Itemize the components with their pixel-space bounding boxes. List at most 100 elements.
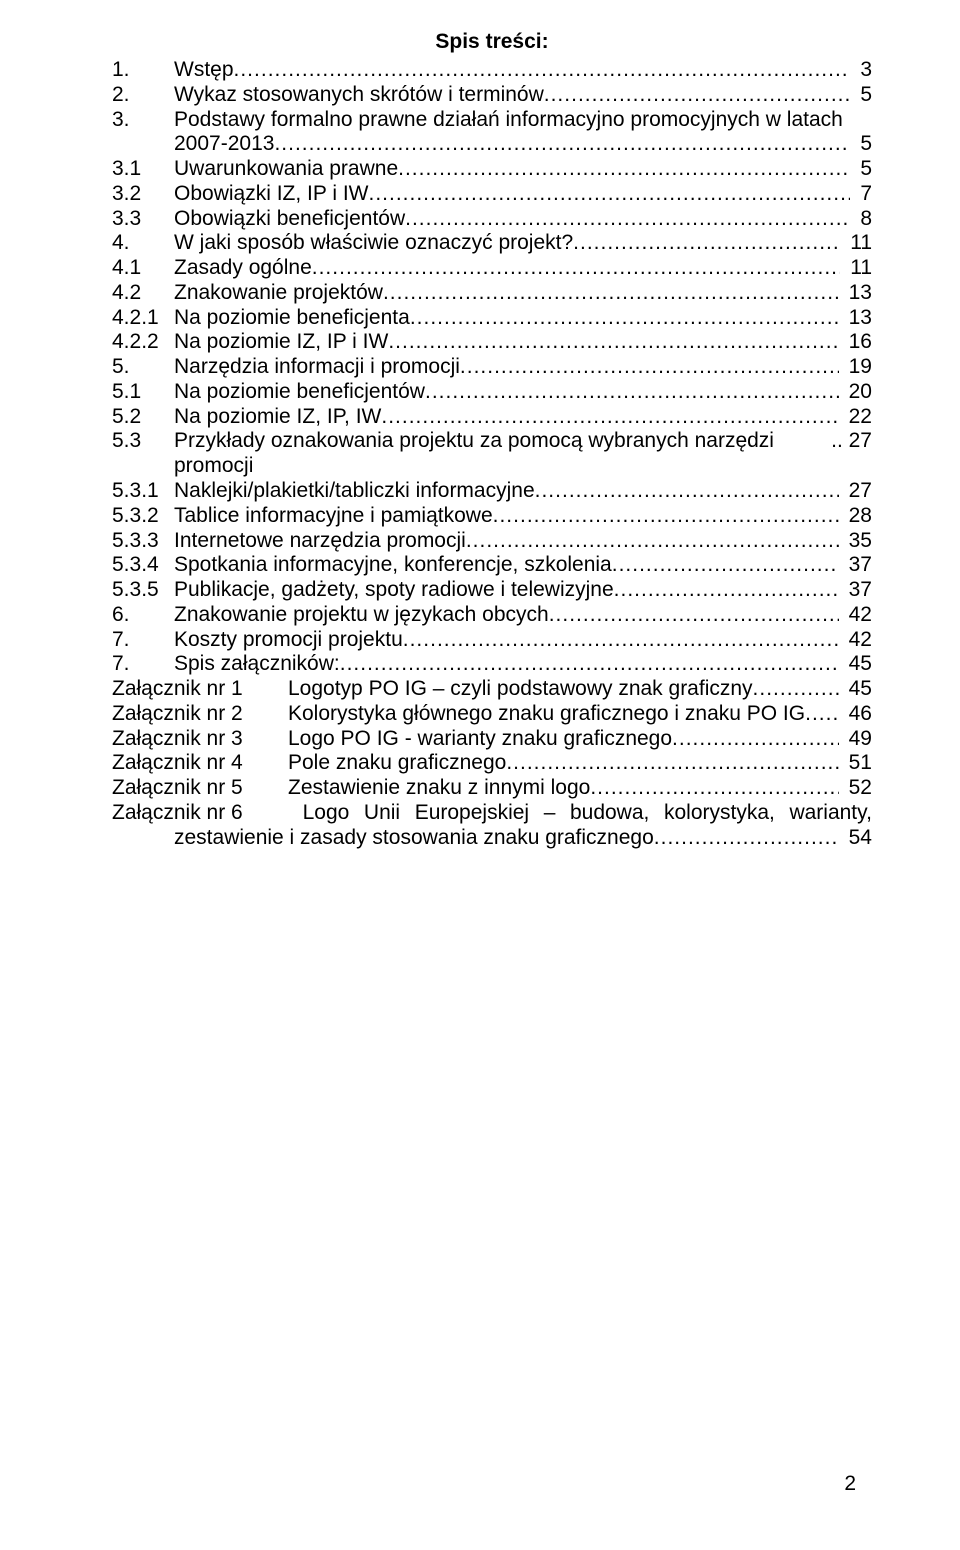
toc-page: 11 xyxy=(840,256,872,281)
toc-label: Znakowanie projektów xyxy=(174,281,383,306)
toc-entry: 5.3.3Internetowe narzędzia promocji.....… xyxy=(112,529,872,554)
toc-page: 13 xyxy=(839,281,872,306)
toc-number: 5.2 xyxy=(112,405,174,430)
attachment-page: 54 xyxy=(839,826,872,851)
attachment-page: 51 xyxy=(839,751,872,776)
toc-entry: 5.3.4Spotkania informacyjne, konferencje… xyxy=(112,553,872,578)
toc-entry: 5.3.5Publikacje, gadżety, spoty radiowe … xyxy=(112,578,872,603)
attachment-word: Europejskiej xyxy=(415,801,529,826)
toc-number: 5. xyxy=(112,355,174,380)
toc-number: 3.2 xyxy=(112,182,174,207)
toc-leader: ........................................… xyxy=(274,132,850,157)
toc-label: Podstawy formalno prawne działań informa… xyxy=(174,108,843,133)
toc-leader: ........................................… xyxy=(654,826,839,851)
attachment-prefix: Załącznik nr 4 xyxy=(112,751,288,776)
attachment-prefix: Załącznik nr 1 xyxy=(112,677,288,702)
toc-entry: 1.Wstęp.................................… xyxy=(112,58,872,83)
toc-entry: 5.2Na poziomie IZ, IP, IW...............… xyxy=(112,405,872,430)
toc-number: 1. xyxy=(112,58,174,83)
toc-number: 3.1 xyxy=(112,157,174,182)
toc-leader: ........................................… xyxy=(672,727,839,752)
toc-page: 22 xyxy=(839,405,872,430)
toc-leader: ........................................… xyxy=(403,628,839,653)
attachment-page: 52 xyxy=(839,776,872,801)
attachment-entry: Załącznik nr 4Pole znaku graficznego....… xyxy=(112,751,872,776)
toc-entry: 5.Narzędzia informacji i promocji.......… xyxy=(112,355,872,380)
toc-page: 45 xyxy=(839,652,872,677)
toc-entry: 2007-2013...............................… xyxy=(112,132,872,157)
attachment-word: Logo xyxy=(303,801,350,826)
toc-page: 7 xyxy=(850,182,872,207)
toc-title: Spis treści: xyxy=(112,30,872,54)
toc-entry: 6.Znakowanie projektu w językach obcych.… xyxy=(112,603,872,628)
toc-entry: 4.2Znakowanie projektów.................… xyxy=(112,281,872,306)
toc-page: 13 xyxy=(839,306,872,331)
attachment-label: Pole znaku graficznego xyxy=(288,751,506,776)
attachment-word: kolorystyka, xyxy=(664,801,775,826)
toc-label: Spis załączników: xyxy=(174,652,340,677)
toc-label: Koszty promocji projektu xyxy=(174,628,403,653)
attachment-entry: Załącznik nr 3Logo PO IG - warianty znak… xyxy=(112,727,872,752)
toc-label: Przykłady oznakowania projektu za pomocą… xyxy=(174,429,827,479)
toc-page: 11 xyxy=(840,231,872,256)
toc-label: Znakowanie projektu w językach obcych xyxy=(174,603,549,628)
toc-page: 5 xyxy=(850,132,872,157)
toc-number: 4.2.2 xyxy=(112,330,174,355)
attachment-word: budowa, xyxy=(570,801,649,826)
toc-label: Publikacje, gadżety, spoty radiowe i tel… xyxy=(174,578,614,603)
attachment-entry: Załącznik nr 1Logotyp PO IG – czyli pods… xyxy=(112,677,872,702)
attachment-prefix: Załącznik nr 5 xyxy=(112,776,288,801)
toc-label: Uwarunkowania prawne xyxy=(174,157,398,182)
toc-number: 3. xyxy=(112,108,174,133)
toc-entry: 5.1Na poziomie beneficjentów............… xyxy=(112,380,872,405)
toc-page: 16 xyxy=(839,330,872,355)
attachment-word: – xyxy=(544,801,556,826)
toc-leader: ........................................… xyxy=(388,330,838,355)
attachment-entry: Załącznik nr 5Zestawienie znaku z innymi… xyxy=(112,776,872,801)
toc-entry: 4.2.2Na poziomie IZ, IP i IW............… xyxy=(112,330,872,355)
toc-leader: ........................................… xyxy=(614,578,839,603)
attachment-label: Logo PO IG - warianty znaku graficznego xyxy=(288,727,672,752)
toc-leader: ........................................… xyxy=(493,504,839,529)
toc-leader: ........................................… xyxy=(381,405,838,430)
toc-leader: ........................................… xyxy=(753,677,839,702)
attachment-entry: Załącznik nr 2Kolorystyka głównego znaku… xyxy=(112,702,872,727)
toc-label: Na poziomie beneficjentów xyxy=(174,380,425,405)
attachment-entry: Załącznik nr 6 Logo Unii Europejskiej–budow… xyxy=(112,801,872,851)
toc-number: 7. xyxy=(112,628,174,653)
toc-leader: ........................................… xyxy=(405,207,850,232)
toc-number: 5.3.1 xyxy=(112,479,174,504)
toc-label: Wykaz stosowanych skrótów i terminów xyxy=(174,83,544,108)
toc-leader: ........................................… xyxy=(460,355,839,380)
attachment-label: Logotyp PO IG – czyli podstawowy znak gr… xyxy=(288,677,753,702)
toc-label: Internetowe narzędzia promocji xyxy=(174,529,466,554)
toc-label: Na poziomie beneficjenta xyxy=(174,306,410,331)
toc-entry: 5.3.1Naklejki/plakietki/tabliczki inform… xyxy=(112,479,872,504)
toc-entry: 4.W jaki sposób właściwie oznaczyć proje… xyxy=(112,231,872,256)
toc-label: Wstęp xyxy=(174,58,234,83)
attachment-word: warianty, xyxy=(789,801,871,826)
toc-number: 5.3.3 xyxy=(112,529,174,554)
toc-page: 5 xyxy=(850,83,872,108)
toc-leader: ........................................… xyxy=(383,281,839,306)
toc-page: 5 xyxy=(850,157,872,182)
toc-number: 4.2.1 xyxy=(112,306,174,331)
toc-leader: ........................................… xyxy=(590,776,838,801)
toc-page: 19 xyxy=(839,355,872,380)
toc-label: Narzędzia informacji i promocji xyxy=(174,355,460,380)
toc-number: 4.1 xyxy=(112,256,174,281)
toc-number: 5.1 xyxy=(112,380,174,405)
toc-list: 1.Wstęp.................................… xyxy=(112,58,872,677)
toc-leader: ........................................… xyxy=(466,529,839,554)
attachment-word: Unii xyxy=(364,801,400,826)
toc-number: 5.3.5 xyxy=(112,578,174,603)
toc-leader: ........................................… xyxy=(312,256,841,281)
toc-entry: 7.Spis załączników:.....................… xyxy=(112,652,872,677)
attachment-page: 45 xyxy=(839,677,872,702)
toc-entry: 3.1Uwarunkowania prawne.................… xyxy=(112,157,872,182)
attachment-page: 46 xyxy=(839,702,872,727)
attachment-prefix: Załącznik nr 6 xyxy=(112,801,288,826)
document-page: Spis treści: 1.Wstęp....................… xyxy=(0,0,960,1550)
toc-entry: 3.2Obowiązki IZ, IP i IW................… xyxy=(112,182,872,207)
attachment-prefix: Załącznik nr 2 xyxy=(112,702,288,727)
